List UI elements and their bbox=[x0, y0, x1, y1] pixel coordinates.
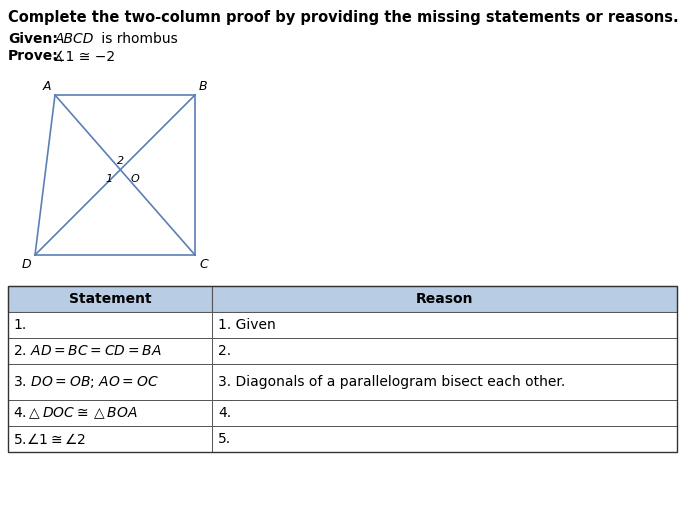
Text: A: A bbox=[42, 81, 51, 93]
Bar bbox=[8, 338, 212, 364]
Bar bbox=[212, 286, 677, 312]
Bar bbox=[8, 286, 212, 312]
Text: 2: 2 bbox=[117, 156, 125, 166]
Bar bbox=[8, 286, 677, 452]
Bar bbox=[8, 426, 212, 452]
Text: O: O bbox=[131, 174, 139, 184]
Text: 2.: 2. bbox=[218, 344, 231, 358]
Bar bbox=[212, 426, 677, 452]
Text: D: D bbox=[21, 258, 31, 270]
Text: C: C bbox=[199, 258, 208, 270]
Text: 1. Given: 1. Given bbox=[218, 318, 276, 332]
Text: ∡1 ≅ −2: ∡1 ≅ −2 bbox=[53, 49, 115, 63]
Text: 2. $AD = BC = CD = BA$: 2. $AD = BC = CD = BA$ bbox=[13, 344, 162, 358]
Bar bbox=[8, 312, 212, 338]
Bar bbox=[8, 364, 212, 400]
Text: 3. Diagonals of a parallelogram bisect each other.: 3. Diagonals of a parallelogram bisect e… bbox=[218, 375, 565, 389]
Text: is rhombus: is rhombus bbox=[97, 32, 177, 46]
Bar bbox=[212, 312, 677, 338]
Text: Statement: Statement bbox=[68, 292, 151, 306]
Text: 3. $DO = OB$; $AO = OC$: 3. $DO = OB$; $AO = OC$ bbox=[13, 374, 159, 390]
Text: 1.: 1. bbox=[13, 318, 26, 332]
Text: B: B bbox=[199, 81, 208, 93]
Text: 5.: 5. bbox=[218, 432, 231, 446]
Text: 4.$\triangle DOC \cong \triangle BOA$: 4.$\triangle DOC \cong \triangle BOA$ bbox=[13, 405, 138, 421]
Text: 1: 1 bbox=[105, 174, 112, 184]
Bar bbox=[8, 400, 212, 426]
Text: Prove:: Prove: bbox=[8, 49, 59, 63]
Text: 5.$\angle 1 \cong \angle 2$: 5.$\angle 1 \cong \angle 2$ bbox=[13, 432, 86, 446]
Text: ABCD: ABCD bbox=[55, 32, 95, 46]
Bar bbox=[212, 364, 677, 400]
Text: Reason: Reason bbox=[416, 292, 473, 306]
Bar bbox=[212, 400, 677, 426]
Text: Given:: Given: bbox=[8, 32, 58, 46]
Text: Complete the two-column proof by providing the missing statements or reasons.: Complete the two-column proof by providi… bbox=[8, 10, 679, 25]
Bar bbox=[212, 338, 677, 364]
Text: 4.: 4. bbox=[218, 406, 231, 420]
